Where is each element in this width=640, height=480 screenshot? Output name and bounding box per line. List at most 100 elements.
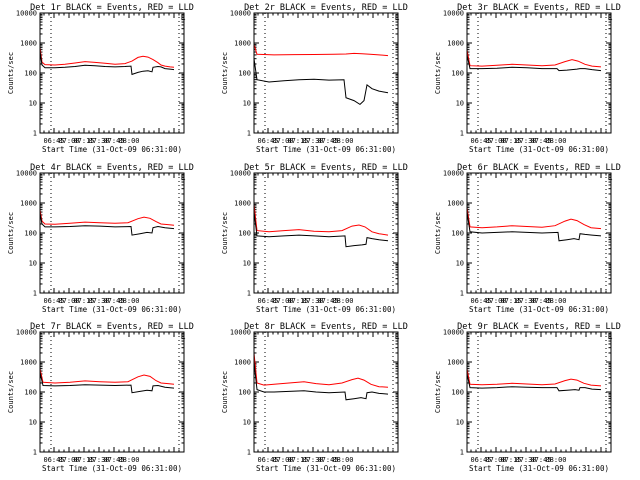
plot-frame — [466, 172, 612, 294]
y-tick-label: 10000 — [16, 10, 37, 18]
y-tick-label: 100 — [451, 230, 464, 238]
y-axis-label: Counts/sec — [221, 371, 229, 413]
y-tick-label: 10000 — [443, 170, 464, 178]
chart-panel-2: Det 2r BLACK = Events, RED = LLD 1 10 100 10… — [221, 3, 408, 154]
y-tick-label: 10 — [243, 260, 251, 268]
x-axis-label: Start Time (31-Oct-09 06:31:00) — [256, 145, 396, 154]
plot-frame — [253, 12, 399, 134]
x-tick-label: 07:00 — [272, 297, 293, 305]
x-tick-label: 07:45 — [103, 456, 124, 464]
y-tick-label: 1000 — [447, 359, 464, 367]
x-axis-label: Start Time (31-Oct-09 06:31:00) — [42, 305, 182, 314]
series-line-black — [466, 211, 602, 242]
x-tick-label: 07:00 — [272, 456, 293, 464]
y-tick-label: 10 — [29, 100, 37, 108]
x-tick-label: 08:00 — [118, 456, 139, 464]
chart-panel-4: Det 4r BLACK = Events, RED = LLD 1 10 100 10… — [7, 163, 194, 314]
chart-panel-8: Det 8r BLACK = Events, RED = LLD 1 10 100 10… — [221, 322, 408, 473]
x-tick-label: 07:15 — [500, 137, 521, 145]
chart-title: Det 6r BLACK = Events, RED = LLD — [457, 163, 621, 173]
chart-title: Det 5r BLACK = Events, RED = LLD — [244, 163, 408, 173]
x-tick-label: 07:15 — [73, 297, 94, 305]
series-line-black — [253, 58, 389, 106]
series-line-red — [253, 352, 389, 388]
series-line-red — [39, 47, 175, 68]
x-tick-label: 06:45 — [470, 297, 491, 305]
plot-frame — [39, 331, 185, 453]
y-tick-label: 1 — [460, 130, 464, 138]
y-tick-label: 1 — [33, 130, 37, 138]
y-tick-label: 1000 — [234, 359, 251, 367]
x-tick-label: 07:00 — [58, 456, 79, 464]
y-tick-label: 10 — [29, 419, 37, 427]
x-tick-label: 07:15 — [287, 297, 308, 305]
x-tick-label: 07:15 — [500, 456, 521, 464]
chart-panel-9: Det 9r BLACK = Events, RED = LLD 1 10 100 10… — [434, 322, 621, 473]
y-tick-label: 1 — [460, 449, 464, 457]
marker-label: L — [181, 173, 186, 182]
series-line-black — [253, 361, 389, 401]
x-tick-label: 07:00 — [272, 137, 293, 145]
y-tick-label: 1000 — [447, 40, 464, 48]
chart-panel-6: Det 6r BLACK = Events, RED = LLD 1 10 100 10… — [434, 163, 621, 314]
x-tick-label: 07:30 — [88, 137, 109, 145]
chart-title: Det 1r BLACK = Events, RED = LLD — [30, 3, 194, 13]
y-tick-label: 10000 — [230, 170, 251, 178]
series-line-black — [39, 372, 175, 394]
y-axis-label: Counts/sec — [221, 212, 229, 254]
chart-panel-5: Det 5r BLACK = Events, RED = LLD 1 10 100 10… — [221, 163, 408, 314]
x-tick-label: 08:00 — [545, 297, 566, 305]
x-tick-label: 07:15 — [73, 456, 94, 464]
plot-frame — [253, 331, 399, 453]
x-tick-label: 07:00 — [485, 456, 506, 464]
y-tick-label: 100 — [24, 70, 37, 78]
x-tick-label: 07:45 — [103, 137, 124, 145]
marker-label: L — [181, 332, 186, 341]
series-line-black — [253, 211, 389, 248]
y-tick-label: 1000 — [20, 200, 37, 208]
y-tick-label: 100 — [24, 389, 37, 397]
series-line-red — [466, 368, 602, 387]
x-tick-label: 07:15 — [500, 297, 521, 305]
y-axis-label: Counts/sec — [7, 212, 15, 254]
chart-panel-3: Det 3r BLACK = Events, RED = LLD 1 10 100 10… — [434, 3, 621, 154]
y-tick-label: 10000 — [443, 329, 464, 337]
marker-label: L — [395, 13, 400, 22]
y-tick-label: 1 — [460, 290, 464, 298]
chart-panel-1: Det 1r BLACK = Events, RED = LLD 1 10 100 10… — [7, 3, 194, 154]
y-tick-label: 1 — [33, 449, 37, 457]
y-tick-label: 10000 — [230, 10, 251, 18]
x-axis-label: Start Time (31-Oct-09 06:31:00) — [42, 145, 182, 154]
x-tick-label: 08:00 — [332, 137, 353, 145]
x-tick-label: 07:45 — [317, 297, 338, 305]
x-tick-label: 06:45 — [43, 297, 64, 305]
x-tick-label: 07:30 — [515, 137, 536, 145]
chart-panel-7: Det 7r BLACK = Events, RED = LLD 1 10 100 10… — [7, 322, 194, 473]
y-tick-label: 100 — [451, 389, 464, 397]
chart-title: Det 3r BLACK = Events, RED = LLD — [457, 3, 621, 13]
x-tick-label: 07:00 — [485, 297, 506, 305]
series-line-black — [466, 54, 602, 72]
x-tick-label: 08:00 — [545, 456, 566, 464]
y-tick-label: 10 — [456, 260, 464, 268]
y-tick-label: 10000 — [16, 170, 37, 178]
plot-frame — [466, 12, 612, 134]
x-tick-label: 06:45 — [257, 297, 278, 305]
x-tick-label: 07:45 — [530, 137, 551, 145]
marker-label: L — [181, 13, 186, 22]
y-tick-label: 1 — [33, 290, 37, 298]
x-tick-label: 06:45 — [470, 137, 491, 145]
y-tick-label: 1000 — [234, 200, 251, 208]
x-tick-label: 07:30 — [302, 137, 323, 145]
series-line-red — [39, 368, 175, 385]
y-tick-label: 1 — [247, 449, 251, 457]
y-tick-label: 100 — [451, 70, 464, 78]
chart-title: Det 4r BLACK = Events, RED = LLD — [30, 163, 194, 173]
x-tick-label: 08:00 — [332, 456, 353, 464]
y-tick-label: 10 — [456, 100, 464, 108]
x-tick-label: 06:45 — [257, 456, 278, 464]
x-tick-label: 07:30 — [515, 456, 536, 464]
x-tick-label: 07:00 — [58, 297, 79, 305]
chart-title: Det 8r BLACK = Events, RED = LLD — [244, 322, 408, 332]
